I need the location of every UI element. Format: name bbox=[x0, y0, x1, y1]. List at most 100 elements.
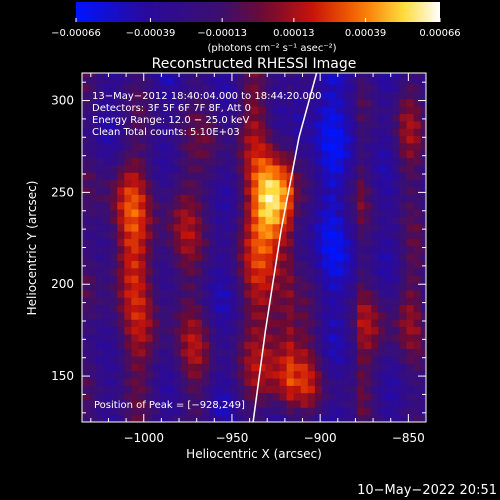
heatmap-cell bbox=[117, 84, 125, 92]
heatmap-cell bbox=[96, 84, 104, 92]
heatmap-cell bbox=[96, 297, 104, 306]
heatmap-cell bbox=[279, 253, 288, 261]
heatmap-cell bbox=[173, 363, 182, 372]
heatmap-cell bbox=[385, 385, 394, 394]
heatmap-cell bbox=[279, 76, 288, 85]
heatmap-cell bbox=[350, 267, 358, 276]
heatmap-cell bbox=[237, 297, 245, 306]
heatmap-cell bbox=[321, 98, 330, 107]
x-tick-label: −900 bbox=[304, 431, 337, 445]
heatmap-cell bbox=[201, 260, 210, 269]
heatmap-cell bbox=[166, 216, 175, 225]
heatmap-cell bbox=[336, 142, 344, 151]
heatmap-cell bbox=[385, 355, 394, 364]
heatmap-cell bbox=[328, 238, 337, 247]
heatmap-cell bbox=[413, 201, 422, 210]
heatmap-cell bbox=[152, 319, 161, 328]
heatmap-cell bbox=[209, 282, 217, 291]
heatmap-cell bbox=[138, 304, 147, 313]
heatmap-cell bbox=[244, 208, 252, 217]
heatmap-cell bbox=[392, 267, 401, 276]
heatmap-cell bbox=[350, 414, 358, 422]
heatmap-cell bbox=[145, 326, 154, 335]
heatmap-cell bbox=[117, 311, 125, 320]
heatmap-cell bbox=[124, 407, 132, 416]
heatmap-cell bbox=[357, 157, 365, 166]
heatmap-cell bbox=[293, 230, 302, 239]
heatmap-cell bbox=[138, 194, 147, 203]
heatmap-cell bbox=[364, 267, 372, 276]
heatmap-cell bbox=[279, 275, 288, 283]
heatmap-cell bbox=[103, 355, 111, 364]
heatmap-cell bbox=[350, 326, 358, 335]
heatmap-cell bbox=[392, 142, 401, 151]
heatmap-cell bbox=[343, 186, 351, 195]
heatmap-cell bbox=[110, 164, 118, 173]
heatmap-cell bbox=[300, 186, 309, 195]
heatmap-cell bbox=[96, 326, 104, 335]
heatmap-cell bbox=[89, 297, 97, 306]
heatmap-cell bbox=[343, 282, 351, 291]
heatmap-cell bbox=[293, 392, 302, 401]
heatmap-cell bbox=[258, 399, 267, 408]
annotation-line-detectors: Detectors: 3F 5F 6F 7F 8F, Att 0 bbox=[92, 103, 251, 114]
heatmap-cell bbox=[406, 289, 415, 298]
heatmap-cell bbox=[371, 363, 379, 372]
heatmap-cell bbox=[343, 392, 351, 401]
heatmap-cell bbox=[230, 348, 238, 357]
heatmap-cell bbox=[406, 260, 415, 269]
heatmap-cell bbox=[159, 157, 168, 166]
heatmap-cell bbox=[131, 84, 140, 92]
heatmap-cell bbox=[307, 341, 316, 350]
heatmap-cell bbox=[251, 304, 260, 313]
heatmap-cell bbox=[258, 253, 267, 261]
heatmap-cell bbox=[314, 201, 323, 210]
heatmap-cell bbox=[293, 304, 302, 313]
heatmap-cell bbox=[194, 253, 203, 261]
heatmap-cell bbox=[336, 377, 344, 386]
heatmap-cell bbox=[209, 363, 217, 372]
heatmap-cell bbox=[209, 407, 217, 416]
heatmap-cell bbox=[314, 179, 323, 188]
heatmap-cell bbox=[371, 326, 379, 335]
heatmap-cell bbox=[364, 275, 372, 283]
heatmap-cell bbox=[420, 164, 426, 173]
heatmap-cell bbox=[357, 238, 365, 247]
heatmap-cell bbox=[406, 319, 415, 328]
heatmap-cell bbox=[103, 208, 111, 217]
heatmap-cell bbox=[399, 230, 408, 239]
heatmap-cell bbox=[336, 385, 344, 394]
heatmap-cell bbox=[89, 355, 97, 364]
heatmap-cell bbox=[406, 120, 415, 129]
heatmap-cell bbox=[124, 297, 132, 306]
heatmap-cell bbox=[279, 363, 288, 372]
heatmap-cell bbox=[216, 128, 224, 137]
heatmap-cell bbox=[244, 73, 252, 78]
heatmap-cell bbox=[328, 128, 337, 137]
heatmap-cell bbox=[406, 179, 415, 188]
heatmap-cell bbox=[420, 73, 426, 78]
heatmap-cell bbox=[152, 91, 161, 100]
y-axis-label: Heliocentric Y (arcsec) bbox=[25, 181, 39, 316]
heatmap-cell bbox=[371, 289, 379, 298]
heatmap-cell bbox=[223, 311, 231, 320]
heatmap-cell bbox=[272, 179, 281, 188]
heatmap-cell bbox=[385, 194, 394, 203]
heatmap-cell bbox=[110, 150, 118, 159]
heatmap-cell bbox=[201, 73, 210, 78]
heatmap-cell bbox=[89, 223, 97, 232]
heatmap-cell bbox=[145, 150, 154, 159]
heatmap-cell bbox=[300, 319, 309, 328]
heatmap-cell bbox=[138, 216, 147, 225]
heatmap-cell bbox=[251, 106, 260, 115]
heatmap-cell bbox=[159, 91, 168, 100]
heatmap-cell bbox=[131, 157, 140, 166]
heatmap-cell bbox=[201, 319, 210, 328]
heatmap-cell bbox=[385, 172, 394, 181]
heatmap-cell bbox=[209, 120, 217, 129]
heatmap-cell bbox=[201, 282, 210, 291]
heatmap-cell bbox=[300, 216, 309, 225]
heatmap-cell bbox=[194, 142, 203, 151]
heatmap-cell bbox=[209, 98, 217, 107]
heatmap-cell bbox=[96, 407, 104, 416]
